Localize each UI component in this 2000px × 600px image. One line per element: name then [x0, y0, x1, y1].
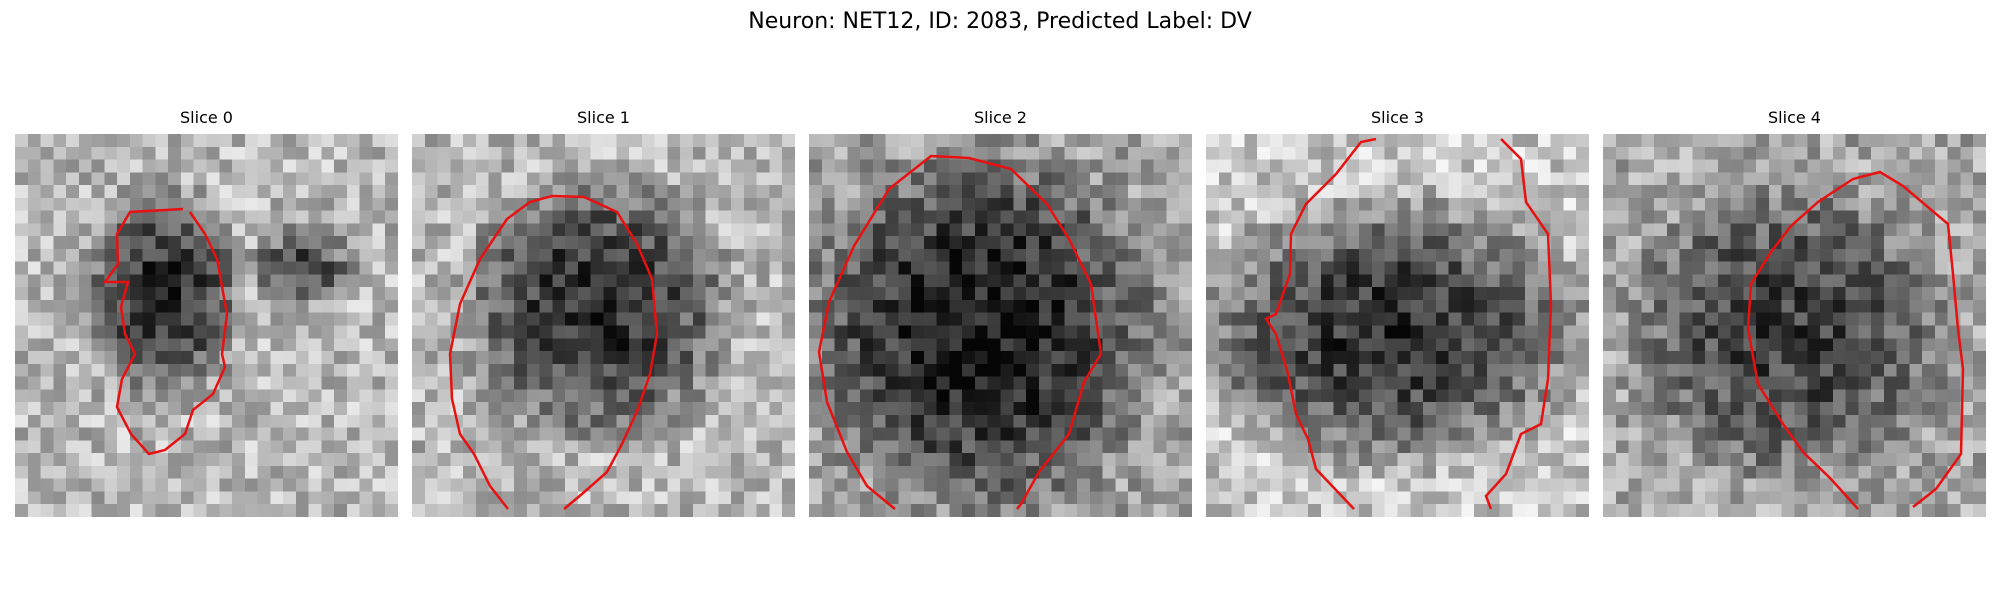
grayscale-pixel-grid: [1603, 134, 1986, 517]
red-contour: [817, 154, 1103, 510]
slice-panel-1: Slice 1: [412, 108, 795, 517]
grayscale-pixel-grid: [412, 134, 795, 517]
slice-image: [15, 134, 398, 517]
slice-image: [809, 134, 1192, 517]
slice-panel-2: Slice 2: [809, 108, 1192, 517]
slice-image: [1603, 134, 1986, 517]
figure-title: Neuron: NET12, ID: 2083, Predicted Label…: [748, 9, 1252, 34]
red-contour: [1264, 137, 1553, 510]
slice-image: [1206, 134, 1589, 517]
grayscale-pixel-grid: [15, 134, 398, 517]
slice-panel-3: Slice 3: [1206, 108, 1589, 517]
red-contour: [448, 194, 659, 510]
slice-title: Slice 4: [1768, 108, 1821, 127]
red-contour: [1746, 170, 1965, 510]
slice-image: [412, 134, 795, 517]
slice-title: Slice 2: [974, 108, 1027, 127]
grayscale-pixel-grid: [809, 134, 1192, 517]
slice-panel-0: Slice 0: [15, 108, 398, 517]
slice-title: Slice 3: [1371, 108, 1424, 127]
slice-title: Slice 0: [180, 108, 233, 127]
slice-title: Slice 1: [577, 108, 630, 127]
slice-panel-4: Slice 4: [1603, 108, 1986, 517]
red-contour: [102, 207, 229, 456]
